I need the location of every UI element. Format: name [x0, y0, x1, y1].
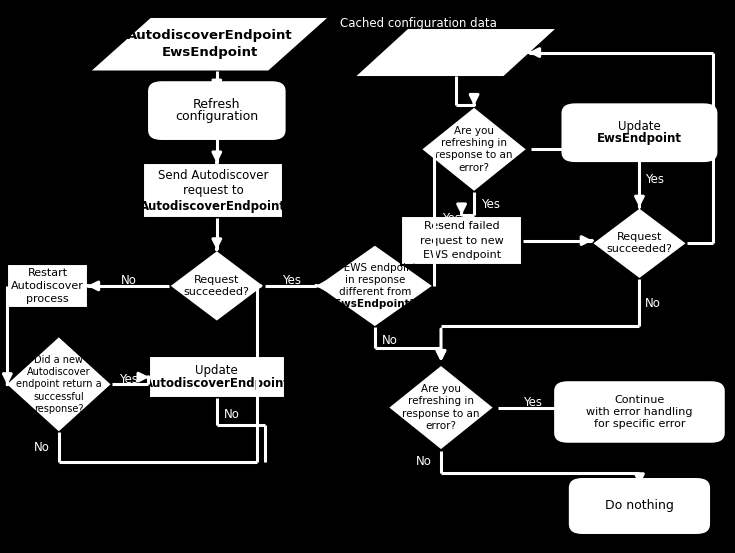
Text: No: No	[224, 408, 240, 421]
Text: Do nothing: Do nothing	[605, 499, 674, 513]
Text: No: No	[645, 296, 662, 310]
Text: Refresh: Refresh	[193, 98, 240, 111]
Polygon shape	[92, 18, 327, 71]
Text: No: No	[382, 333, 398, 347]
Text: error?: error?	[459, 163, 490, 173]
Text: No: No	[573, 137, 589, 150]
FancyBboxPatch shape	[147, 80, 287, 141]
Text: Yes: Yes	[282, 274, 301, 288]
Text: Yes: Yes	[688, 143, 707, 156]
Text: Yes: Yes	[645, 173, 664, 186]
Text: error?: error?	[426, 421, 456, 431]
Text: Update: Update	[618, 121, 661, 133]
Text: refreshing in: refreshing in	[408, 397, 474, 406]
Text: AutodiscoverEndpoint
EwsEndpoint: AutodiscoverEndpoint EwsEndpoint	[126, 29, 293, 59]
Text: Request: Request	[617, 232, 662, 242]
Text: EwsEndpoint?: EwsEndpoint?	[334, 299, 416, 309]
Polygon shape	[356, 29, 555, 76]
Polygon shape	[316, 244, 434, 327]
Polygon shape	[169, 250, 265, 322]
Text: refreshing in: refreshing in	[441, 138, 507, 148]
Text: different from: different from	[339, 287, 411, 297]
Text: Cached configuration data: Cached configuration data	[340, 17, 496, 30]
Text: succeeded?: succeeded?	[184, 287, 250, 297]
Text: for specific error: for specific error	[594, 419, 685, 430]
Text: EWS endpoint: EWS endpoint	[423, 251, 501, 260]
Text: Is EWS endpoint: Is EWS endpoint	[332, 263, 417, 273]
Text: Yes: Yes	[481, 198, 501, 211]
Text: succeeded?: succeeded?	[606, 244, 673, 254]
Text: successful: successful	[33, 392, 85, 401]
Text: process: process	[26, 294, 69, 304]
Bar	[143, 163, 283, 218]
Text: Autodiscover: Autodiscover	[11, 281, 85, 291]
FancyBboxPatch shape	[567, 477, 711, 535]
Bar	[148, 357, 284, 398]
Text: Request: Request	[194, 275, 240, 285]
Polygon shape	[6, 336, 112, 432]
Text: Autodiscover: Autodiscover	[27, 367, 90, 377]
Text: AutodiscoverEndpoint: AutodiscoverEndpoint	[144, 377, 290, 390]
FancyBboxPatch shape	[553, 380, 725, 444]
Text: Are you: Are you	[454, 126, 494, 136]
FancyBboxPatch shape	[560, 102, 718, 163]
Text: Restart: Restart	[28, 268, 68, 278]
Polygon shape	[420, 106, 528, 192]
Text: in response: in response	[345, 275, 405, 285]
Text: response to an: response to an	[402, 409, 480, 419]
Text: Are you: Are you	[421, 384, 461, 394]
Text: No: No	[34, 441, 50, 455]
Text: Continue: Continue	[614, 394, 664, 405]
Text: endpoint return a: endpoint return a	[16, 379, 101, 389]
Text: Resend failed: Resend failed	[424, 221, 499, 231]
Bar	[7, 264, 88, 308]
Text: with error handling: with error handling	[587, 407, 692, 417]
Text: Yes: Yes	[119, 373, 138, 387]
Text: No: No	[416, 455, 432, 468]
Text: response to an: response to an	[435, 150, 513, 160]
Text: AutodiscoverEndpoint: AutodiscoverEndpoint	[140, 200, 286, 213]
Text: configuration: configuration	[175, 110, 259, 123]
Text: Send Autodiscover: Send Autodiscover	[158, 169, 268, 182]
Text: Update: Update	[196, 364, 238, 378]
Text: request to new: request to new	[420, 236, 503, 246]
Text: Yes: Yes	[523, 396, 542, 409]
Text: request to: request to	[183, 184, 243, 197]
Text: EwsEndpoint: EwsEndpoint	[597, 132, 682, 145]
Text: response?: response?	[34, 404, 84, 414]
Text: Yes: Yes	[442, 212, 461, 225]
Text: No: No	[121, 274, 137, 288]
Text: Did a new: Did a new	[35, 355, 83, 365]
Polygon shape	[592, 207, 687, 279]
Polygon shape	[388, 365, 494, 450]
Bar	[401, 216, 522, 265]
